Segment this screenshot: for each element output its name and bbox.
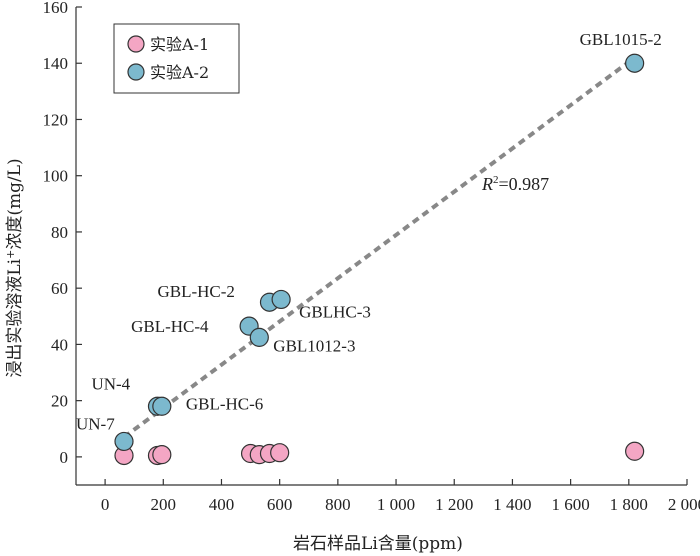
- data-point-a1: [625, 441, 645, 461]
- x-tick-label: 1 800: [610, 495, 648, 514]
- y-tick-label: 160: [43, 0, 69, 17]
- data-point-a2: [271, 289, 291, 310]
- legend-label-a1: 实验A-1: [150, 35, 209, 54]
- legend-marker-a1: [127, 35, 145, 53]
- point-label: GBL1012-3: [273, 336, 355, 355]
- data-point-a2: [114, 431, 134, 452]
- y-tick-label: 80: [51, 223, 68, 242]
- point-label: GBL-HC-6: [186, 394, 263, 413]
- point-labels: UN-7 UN-4 GBL-HC-6 GBL-HC-4 GBL1012-3 GBL-HC-…: [76, 30, 662, 433]
- x-tick-label: 1 400: [493, 495, 531, 514]
- legend: 实验A-1 实验A-2: [113, 23, 240, 94]
- x-tick-label: 400: [209, 495, 235, 514]
- point-label: GBL-HC-4: [131, 317, 209, 336]
- x-tick-label: 2 000: [668, 495, 700, 514]
- point-label: UN-4: [91, 374, 130, 393]
- x-tick-label: 1 000: [377, 495, 415, 514]
- x-axis-title: 岩石样品Li含量(ppm): [293, 534, 463, 554]
- x-tick-label: 1 600: [551, 495, 589, 514]
- x-tick-label: 800: [325, 495, 351, 514]
- point-label: GBL-HC-2: [157, 282, 234, 301]
- y-tick-label: 20: [51, 392, 68, 411]
- data-point-a1: [270, 443, 290, 463]
- data-point-a2: [249, 327, 269, 347]
- point-label: UN-7: [76, 414, 115, 433]
- trendline: [122, 56, 636, 439]
- legend-label-a2: 实验A-2: [150, 63, 209, 82]
- x-tick-label: 0: [101, 495, 110, 514]
- y-tick-label: 0: [60, 448, 69, 467]
- data-point-a2: [152, 396, 172, 416]
- y-tick-label: 120: [43, 110, 69, 129]
- x-tick-label: 200: [151, 495, 177, 514]
- y-tick-label: 60: [51, 279, 68, 298]
- r-squared-annotation: R2=0.987: [481, 174, 549, 194]
- data-point-a1: [152, 445, 172, 465]
- x-tick-label: 600: [267, 495, 293, 514]
- y-tick-label: 40: [51, 335, 68, 354]
- trendline-group: [122, 56, 636, 439]
- y-tick-label: 140: [43, 54, 69, 73]
- axes: 0 200 400 600 800 1 000 1 200 1 400 1 600 1 800 2 …: [43, 0, 700, 514]
- legend-marker-a2: [127, 63, 145, 81]
- data-points: [114, 53, 645, 466]
- y-axis-title: 浸出实验溶液Li+浓度(mg/L): [4, 158, 25, 377]
- y-tick-label: 100: [43, 167, 69, 186]
- point-label: GBLHC-3: [299, 302, 371, 321]
- data-point-a2: [625, 53, 645, 73]
- point-label: GBL1015-2: [580, 30, 662, 49]
- x-tick-label: 1 200: [435, 495, 473, 514]
